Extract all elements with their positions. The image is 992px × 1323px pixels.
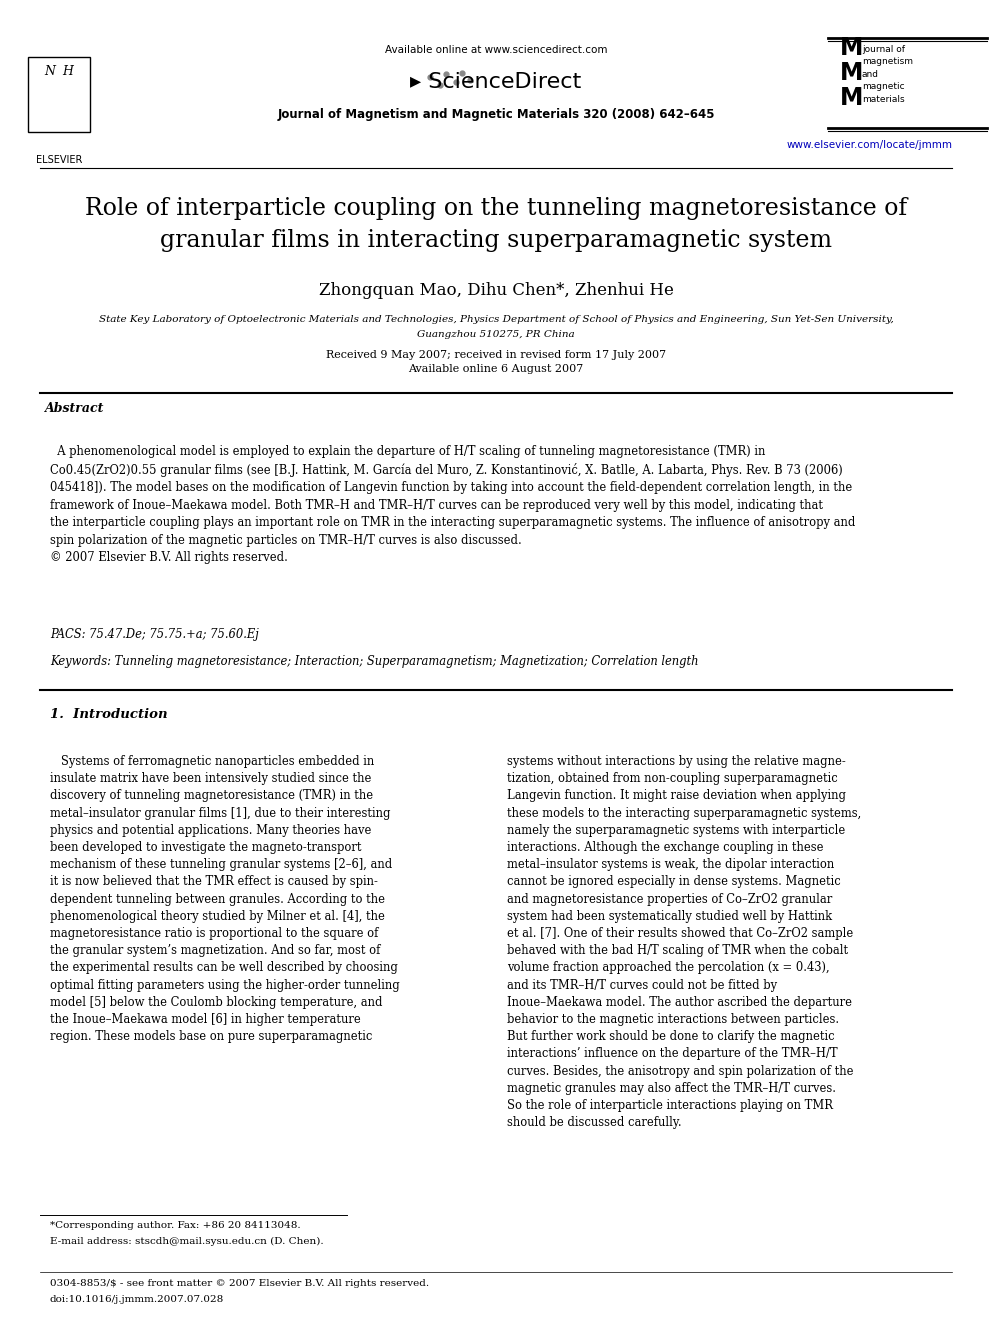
Text: Received 9 May 2007; received in revised form 17 July 2007: Received 9 May 2007; received in revised… [326, 351, 666, 360]
Text: Systems of ferromagnetic nanoparticles embedded in
insulate matrix have been int: Systems of ferromagnetic nanoparticles e… [50, 755, 400, 1044]
Text: www.elsevier.com/locate/jmmm: www.elsevier.com/locate/jmmm [787, 140, 953, 149]
Text: M: M [840, 86, 863, 110]
Text: Keywords: Tunneling magnetoresistance; Interaction; Superparamagnetism; Magnetiz: Keywords: Tunneling magnetoresistance; I… [50, 655, 698, 668]
Text: doi:10.1016/j.jmmm.2007.07.028: doi:10.1016/j.jmmm.2007.07.028 [50, 1295, 224, 1304]
Text: *Corresponding author. Fax: +86 20 84113048.: *Corresponding author. Fax: +86 20 84113… [50, 1221, 301, 1230]
Text: Zhongquan Mao, Dihu Chen*, Zhenhui He: Zhongquan Mao, Dihu Chen*, Zhenhui He [318, 282, 674, 299]
Text: magnetic: magnetic [862, 82, 905, 91]
Text: systems without interactions by using the relative magne-
tization, obtained fro: systems without interactions by using th… [507, 755, 861, 1130]
Text: ELSEVIER: ELSEVIER [36, 155, 82, 165]
Text: Journal of Magnetism and Magnetic Materials 320 (2008) 642–645: Journal of Magnetism and Magnetic Materi… [277, 108, 715, 120]
Text: Available online at www.sciencedirect.com: Available online at www.sciencedirect.co… [385, 45, 607, 56]
Text: Available online 6 August 2007: Available online 6 August 2007 [409, 364, 583, 374]
Text: journal of: journal of [862, 45, 905, 54]
Text: 1.  Introduction: 1. Introduction [50, 708, 168, 721]
Text: PACS: 75.47.De; 75.75.+a; 75.60.Ej: PACS: 75.47.De; 75.75.+a; 75.60.Ej [50, 628, 259, 642]
Text: M: M [840, 36, 863, 60]
Text: A phenomenological model is employed to explain the departure of H/T scaling of : A phenomenological model is employed to … [50, 445, 855, 565]
Text: and: and [862, 70, 879, 79]
Text: magnetism: magnetism [862, 57, 913, 66]
Text: materials: materials [862, 95, 905, 105]
Text: Guangzhou 510275, PR China: Guangzhou 510275, PR China [418, 329, 574, 339]
Text: N  H: N H [44, 65, 74, 78]
Text: E-mail address: stscdh@mail.sysu.edu.cn (D. Chen).: E-mail address: stscdh@mail.sysu.edu.cn … [50, 1237, 323, 1246]
Text: State Key Laboratory of Optoelectronic Materials and Technologies, Physics Depar: State Key Laboratory of Optoelectronic M… [98, 315, 894, 324]
Text: ▸ ScienceDirect: ▸ ScienceDirect [411, 71, 581, 93]
Bar [28, 57, 90, 132]
Text: M: M [840, 61, 863, 85]
Text: 0304-8853/$ - see front matter © 2007 Elsevier B.V. All rights reserved.: 0304-8853/$ - see front matter © 2007 El… [50, 1279, 430, 1289]
Text: Role of interparticle coupling on the tunneling magnetoresistance of
granular fi: Role of interparticle coupling on the tu… [85, 197, 907, 253]
Text: Abstract: Abstract [45, 402, 104, 415]
